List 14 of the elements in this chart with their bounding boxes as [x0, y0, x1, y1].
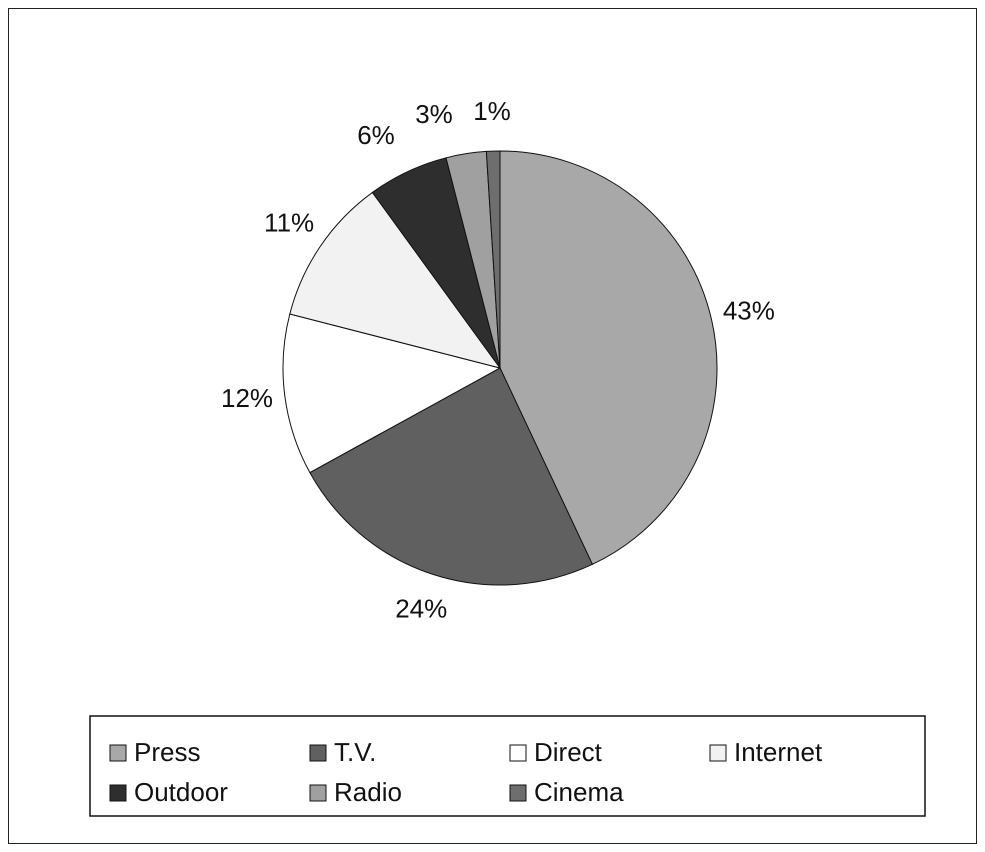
legend-label: Cinema — [534, 776, 624, 807]
data-label: 6% — [357, 120, 395, 150]
legend-label: T.V. — [334, 736, 376, 767]
data-label: 43% — [722, 295, 775, 326]
data-label: 11% — [264, 208, 314, 238]
data-label: 1% — [473, 96, 511, 126]
legend-label: Radio — [334, 776, 402, 807]
legend-label: Internet — [734, 736, 823, 767]
legend-label: Direct — [534, 736, 603, 767]
data-label: 24% — [395, 593, 448, 624]
data-label: 12% — [220, 382, 274, 413]
legend-label: Outdoor — [134, 776, 228, 807]
legend-label: Press — [134, 736, 200, 767]
data-label: 3% — [415, 99, 453, 130]
